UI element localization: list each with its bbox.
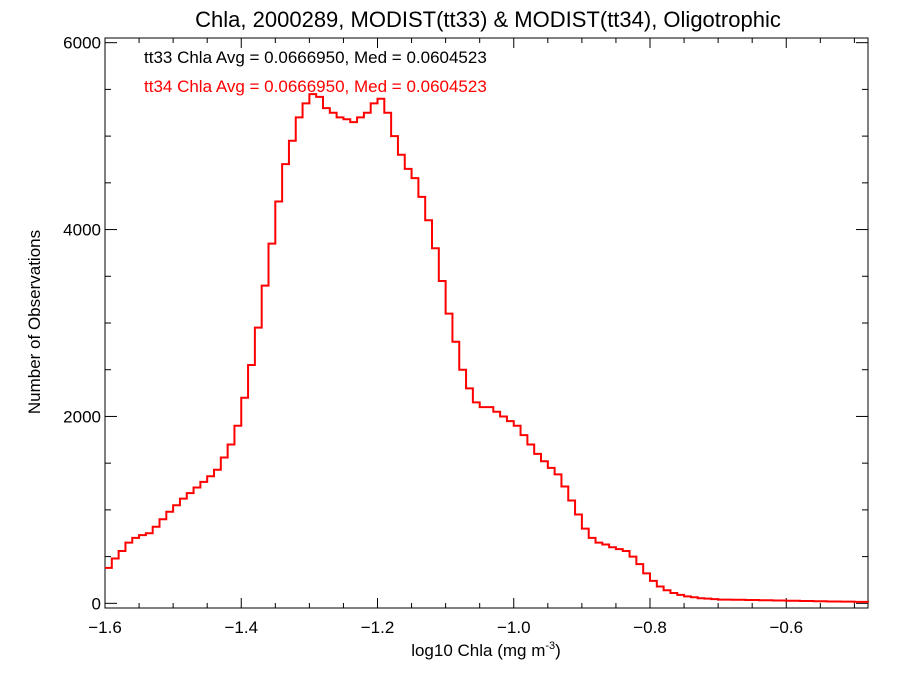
- x-axis-label-main: log10 Chla (mg m: [411, 641, 545, 660]
- x-tick-label-1: −1.4: [224, 618, 258, 637]
- chart-title: Chla, 2000289, MODIST(tt33) & MODIST(tt3…: [195, 7, 781, 32]
- x-tick-label-5: −0.6: [769, 618, 803, 637]
- y-tick-label-2: 4000: [63, 221, 101, 240]
- x-tick-label-4: −0.8: [633, 618, 667, 637]
- legend: tt33 Chla Avg = 0.0666950, Med = 0.06045…: [144, 48, 487, 96]
- series-layer: [105, 93, 869, 603]
- plot-border: [104, 37, 869, 609]
- x-axis-ticks: −1.6 −1.4 −1.2 −1.0 −0.8 −0.6: [88, 38, 855, 637]
- x-axis-label-tail: ): [555, 641, 561, 660]
- y-axis-ticks: 0 2000 4000 6000: [63, 34, 868, 613]
- annotation-tt33: tt33 Chla Avg = 0.0666950, Med = 0.06045…: [144, 48, 487, 67]
- x-tick-label-0: −1.6: [88, 618, 122, 637]
- x-axis-label: log10 Chla (mg m-3): [411, 640, 561, 660]
- y-tick-label-1: 2000: [63, 407, 101, 426]
- series-line-0: [105, 93, 869, 603]
- x-axis-label-superscript: -3: [545, 640, 555, 652]
- y-axis-label: Number of Observations: [25, 230, 44, 414]
- annotation-tt34: tt34 Chla Avg = 0.0666950, Med = 0.06045…: [144, 77, 487, 96]
- plot-frame: [104, 37, 869, 609]
- y-tick-label-0: 0: [92, 594, 101, 613]
- x-tick-label-3: −1.0: [497, 618, 531, 637]
- x-tick-label-2: −1.2: [361, 618, 395, 637]
- y-tick-label-3: 6000: [63, 34, 101, 53]
